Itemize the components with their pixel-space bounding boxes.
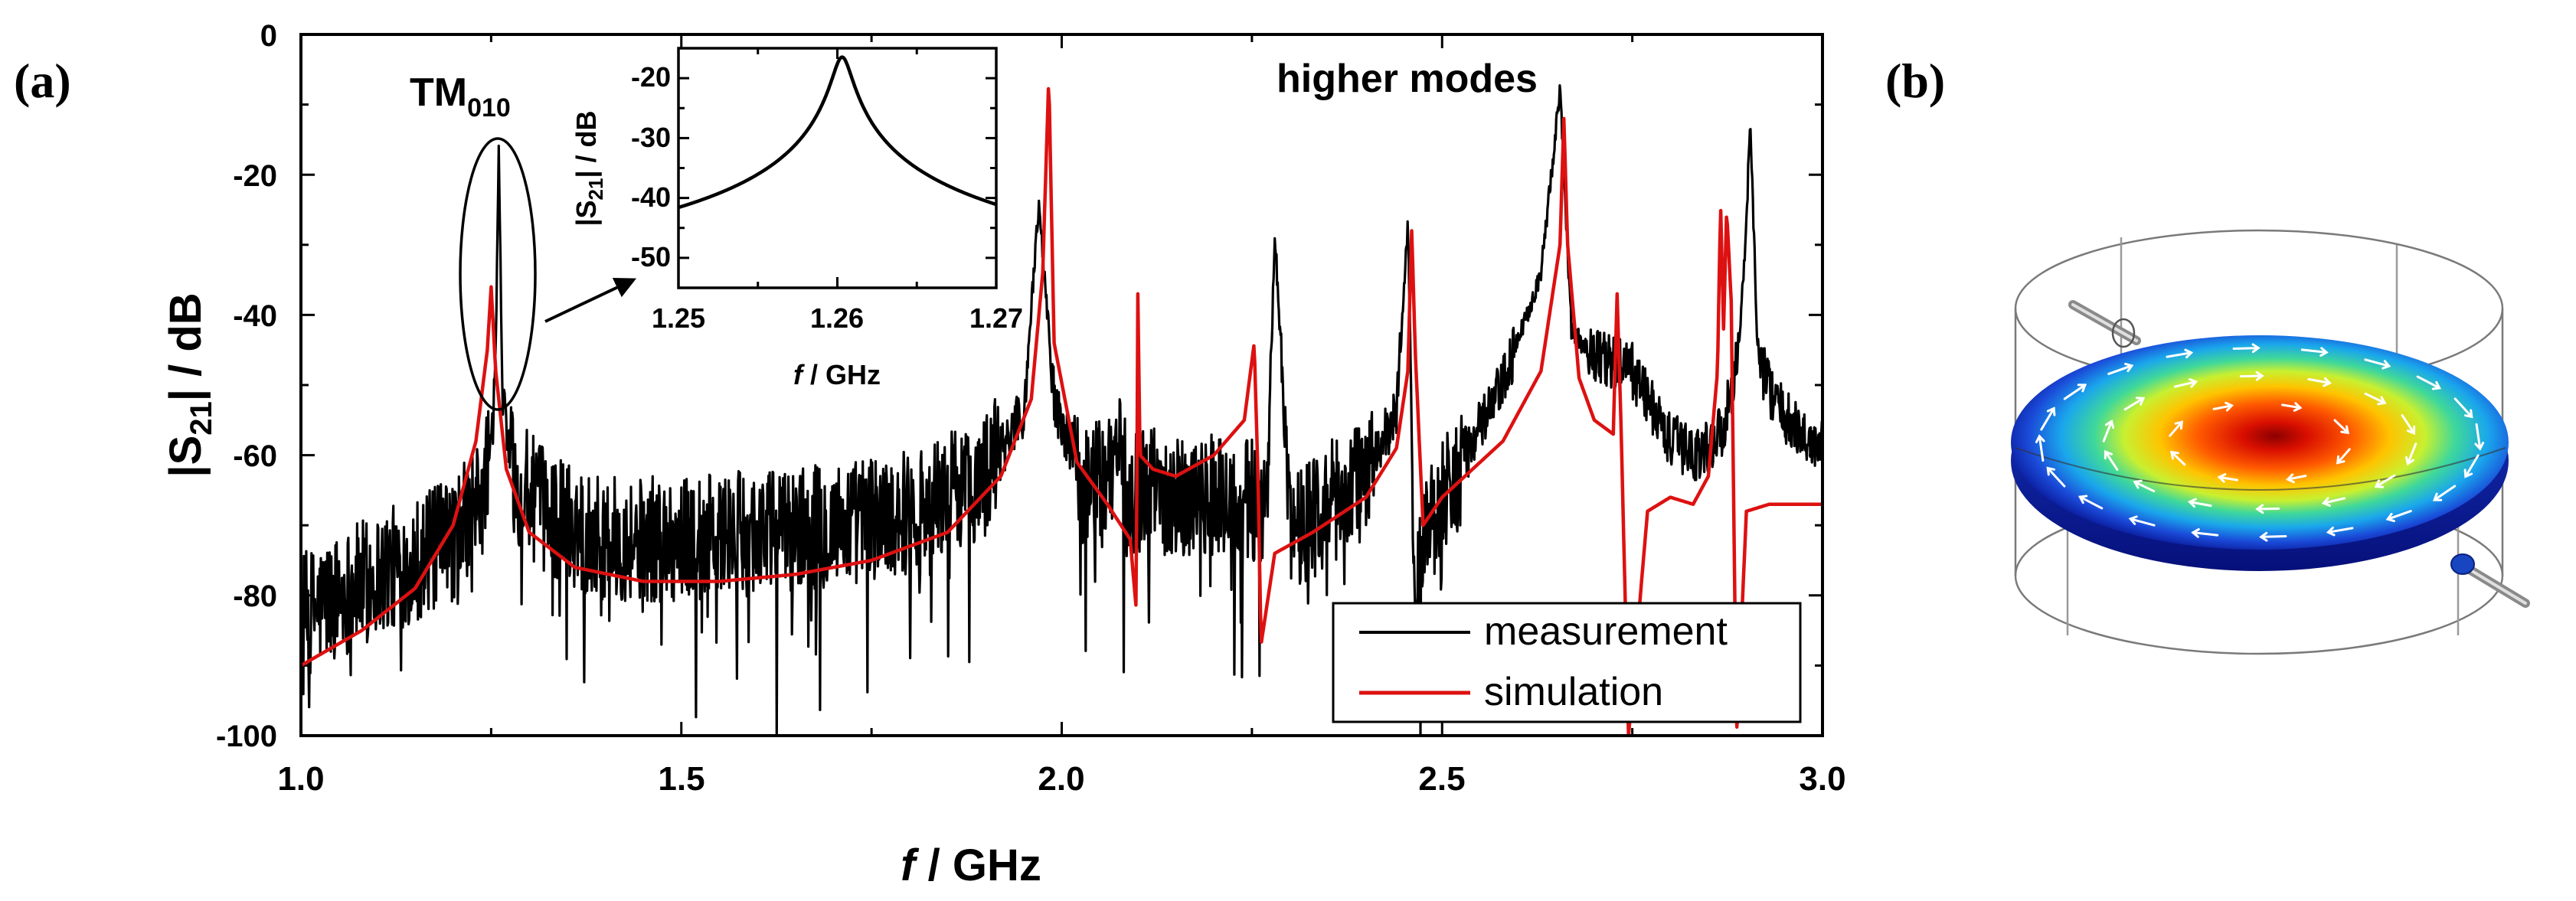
field-arrow (2333, 419, 2350, 435)
field-arrow (2077, 495, 2104, 510)
x-tick-label: 2.0 (1038, 760, 1084, 798)
field-map (2011, 335, 2509, 550)
field-arrow (2102, 419, 2115, 442)
field-arrow (2174, 378, 2198, 388)
x-tick-label: 1.5 (658, 760, 704, 798)
higher-modes-annotation: higher modes (1277, 57, 1538, 101)
inset-y-tick-label: -50 (631, 241, 671, 273)
field-arrow (2035, 434, 2045, 462)
cavity-section-line (2015, 447, 2506, 491)
field-arrow (2107, 362, 2134, 375)
field-arrow (2239, 371, 2264, 381)
y-tick-label: -20 (233, 159, 277, 193)
inset-x-tick-label: 1.25 (652, 302, 705, 334)
legend: measurement simulation (1332, 602, 1802, 723)
inset-series-line (678, 55, 996, 210)
panel-b-label: (b) (1885, 54, 1945, 108)
plot-frame (299, 33, 1824, 737)
field-arrow (2232, 343, 2261, 354)
field-arrow (2191, 528, 2219, 538)
field-arrow (2364, 392, 2387, 406)
field-arrow (2300, 347, 2329, 357)
coupling-port-right (2450, 553, 2530, 608)
field-arrow (2259, 531, 2287, 542)
coupling-port-left (2068, 300, 2141, 348)
y-tick-label: 0 (260, 19, 277, 53)
field-arrow (2133, 479, 2156, 493)
x-tick-label: 3.0 (1799, 760, 1845, 798)
y-tick-label: -40 (233, 299, 277, 333)
field-arrow (2169, 450, 2186, 466)
inset-x-tick-label: 1.27 (969, 302, 1023, 334)
field-arrow (2128, 515, 2156, 527)
legend-label-simulation: simulation (1484, 670, 1663, 714)
inset-y-tick-label: -30 (631, 122, 671, 153)
field-arrow (2401, 414, 2416, 436)
field-arrow (2217, 473, 2238, 483)
field-arrow (2281, 402, 2303, 412)
field-arrow (2326, 526, 2354, 537)
inset-chart: 1.25 1.26 1.27 -20 -30 -40 -50 f / GHz |… (570, 47, 1023, 390)
field-arrow (2169, 420, 2184, 437)
x-axis-title: f / GHz (901, 841, 1041, 890)
x-tick-label: 2.5 (1418, 760, 1465, 798)
field-arrow (2385, 510, 2412, 523)
field-arrow (2336, 448, 2351, 465)
y-tick-label: -60 (233, 439, 277, 473)
legend-label-measurement: measurement (1484, 609, 1728, 654)
inset-y-tick-label: -20 (631, 61, 671, 93)
field-arrow (2364, 358, 2391, 370)
field-arrow (2063, 384, 2087, 400)
field-arrow (2255, 504, 2280, 514)
field-arrow (2123, 397, 2146, 411)
field-arrow (2307, 377, 2332, 387)
field-arrow (2474, 423, 2485, 451)
inset-background (678, 48, 996, 288)
field-arrows (2035, 343, 2485, 542)
tm010-annotation: TM010 (410, 70, 511, 122)
field-arrow (2104, 449, 2119, 471)
field-arrow (2188, 498, 2212, 508)
tm010-highlight-ellipse (459, 137, 537, 411)
field-arrow (2166, 348, 2194, 359)
field-arrow (2463, 454, 2480, 478)
y-tick-label: -100 (216, 720, 277, 753)
field-arrow (2416, 375, 2442, 390)
inset-x-tick-label: 1.26 (810, 302, 864, 334)
field-arrow (2453, 397, 2473, 419)
field-arrow (2404, 442, 2417, 466)
field-arrow (2374, 474, 2396, 488)
inset-pointer-arrow (544, 277, 637, 323)
legend-box (1332, 602, 1802, 723)
inset-frame (677, 47, 998, 289)
field-arrow (2046, 466, 2066, 488)
field-arrow (2432, 485, 2457, 501)
field-arrow (2212, 401, 2234, 412)
panel-a-label: (a) (14, 54, 71, 108)
field-arrow (2321, 497, 2346, 507)
y-tick-label: -80 (233, 579, 277, 613)
inset-x-axis-title: f / GHz (793, 359, 881, 390)
inset-y-tick-label: -40 (631, 181, 671, 213)
field-arrow (2286, 473, 2307, 484)
x-tick-label: 1.0 (277, 760, 324, 798)
cavity-field-plot (2011, 229, 2530, 655)
y-axis-title: |S21| / dB (161, 292, 218, 477)
main-chart: 1.0 1.5 2.0 2.5 3.0 0 -20 -40 -60 -80 -1… (161, 19, 1846, 890)
series-simulation-line (301, 87, 1822, 736)
field-arrow (2040, 406, 2056, 431)
inset-y-axis-title: |S21| / dB (570, 110, 607, 226)
